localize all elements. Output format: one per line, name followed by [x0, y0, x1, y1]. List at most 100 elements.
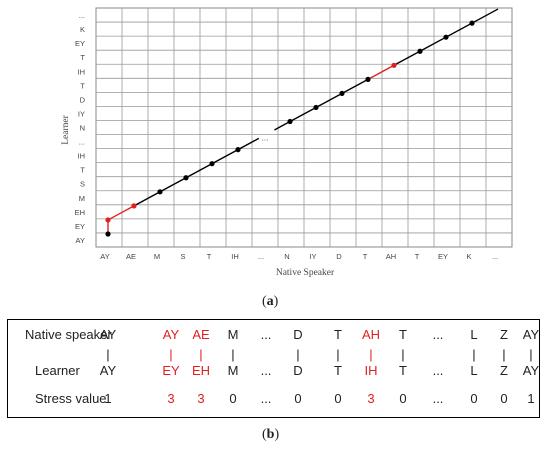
cell-mismatch: AE [192, 327, 210, 342]
y-tick-label: IH [78, 152, 86, 161]
cell: ... [260, 327, 272, 342]
cell-mismatch: EY [162, 363, 180, 378]
path-point [105, 231, 111, 237]
cell: | [529, 347, 533, 362]
y-tick-label: T [80, 53, 85, 62]
cell: T [334, 327, 342, 342]
cell-mismatch: | [369, 347, 373, 362]
y-tick-label: AY [76, 236, 85, 245]
path-point-mismatch [391, 62, 397, 68]
cell: L [470, 327, 478, 342]
cell: L [470, 363, 478, 378]
cell: AY [522, 363, 540, 378]
x-tick-label: D [336, 252, 342, 261]
cell: ... [432, 391, 444, 406]
cell-mismatch: 3 [167, 391, 175, 406]
y-tick-label: M [79, 194, 85, 203]
cell: | [472, 347, 476, 362]
cell: 0 [500, 391, 508, 406]
caption-b: (b) [262, 427, 280, 442]
cell: 0 [229, 391, 237, 406]
path-point [183, 175, 189, 181]
x-tick-label: IH [231, 252, 239, 261]
path-point [417, 48, 423, 54]
y-tick-label: IY [78, 109, 85, 118]
cell: ... [260, 391, 272, 406]
cell-mismatch: 3 [197, 391, 205, 406]
path-point-mismatch [105, 217, 111, 223]
cell: AY [99, 327, 117, 342]
y-tick-label: EY [75, 39, 85, 48]
cell: T [399, 327, 407, 342]
y-tick-label: K [80, 25, 85, 34]
cell: Z [500, 327, 508, 342]
x-tick-label: ... [258, 252, 264, 261]
x-tick-label: T [363, 252, 368, 261]
y-tick-label: N [80, 124, 85, 133]
cell: | [231, 347, 235, 362]
x-tick-label: K [466, 252, 471, 261]
x-tick-label: AY [100, 252, 109, 261]
caption-a: (a) [262, 294, 279, 309]
x-axis-label: Native Speaker [276, 268, 335, 278]
path-point [287, 118, 293, 125]
cell: M [227, 363, 239, 378]
y-tick-label: ... [79, 138, 85, 147]
cell: | [106, 347, 110, 362]
x-tick-label: M [154, 252, 160, 261]
x-tick-label: AE [126, 252, 136, 261]
cell-mismatch: | [169, 347, 173, 362]
x-tick-label: AH [386, 252, 396, 261]
path-point [235, 147, 241, 153]
cell-mismatch: AH [361, 327, 381, 342]
cell: 1 [104, 391, 112, 406]
cell-mismatch: | [199, 347, 203, 362]
cell-mismatch: 3 [367, 391, 375, 406]
path-point [157, 189, 163, 195]
cell: 0 [399, 391, 407, 406]
path-point [469, 20, 475, 26]
y-tick-label: S [80, 180, 85, 189]
y-tick-label: T [80, 81, 85, 90]
y-tick-label: IH [78, 67, 86, 76]
y-tick-label: EY [75, 222, 85, 231]
cell: 0 [470, 391, 478, 406]
x-tick-label: IY [309, 252, 316, 261]
y-tick-label: D [80, 95, 86, 104]
cell: D [293, 327, 303, 342]
x-tick-label: EY [438, 252, 448, 261]
alignment-table: Native speaker AY AY AE M... D T AH T... L Z AY | | | |… [7, 319, 540, 418]
path-point [339, 90, 345, 97]
cell: | [336, 347, 340, 362]
cell: ... [432, 327, 444, 342]
x-tick-label: T [415, 252, 420, 261]
gap-ellipsis: ... [262, 134, 269, 143]
x-tick-label: S [180, 252, 185, 261]
y-tick-label: EH [75, 208, 85, 217]
path-point [313, 104, 319, 111]
x-tick-label: ... [492, 252, 498, 261]
cell: | [296, 347, 300, 362]
cell: T [334, 363, 342, 378]
cell: ... [432, 363, 444, 378]
cell: | [401, 347, 405, 362]
path-point [365, 76, 371, 82]
cell: 0 [294, 391, 302, 406]
cell-mismatch: AY [162, 327, 180, 342]
path-point [443, 34, 449, 40]
cell-mismatch: IH [364, 363, 378, 378]
y-axis-label: Learner [61, 114, 71, 144]
alignment-grid-figure: AY AE M S T IH... N IY D T AH T EY K ...AYEYEHMSTIH...… [61, 7, 513, 278]
cell: AY [522, 327, 540, 342]
cell: Z [500, 363, 508, 378]
cell: AY [99, 363, 117, 378]
y-tick-label: T [80, 166, 85, 175]
y-tick-label: ... [79, 11, 85, 20]
cell: | [502, 347, 506, 362]
cell: D [293, 363, 303, 378]
cell: 1 [527, 391, 535, 406]
row-label: Stress value [35, 391, 107, 406]
x-tick-label: N [284, 252, 289, 261]
cell-mismatch: EH [191, 363, 211, 378]
cell: ... [260, 363, 272, 378]
